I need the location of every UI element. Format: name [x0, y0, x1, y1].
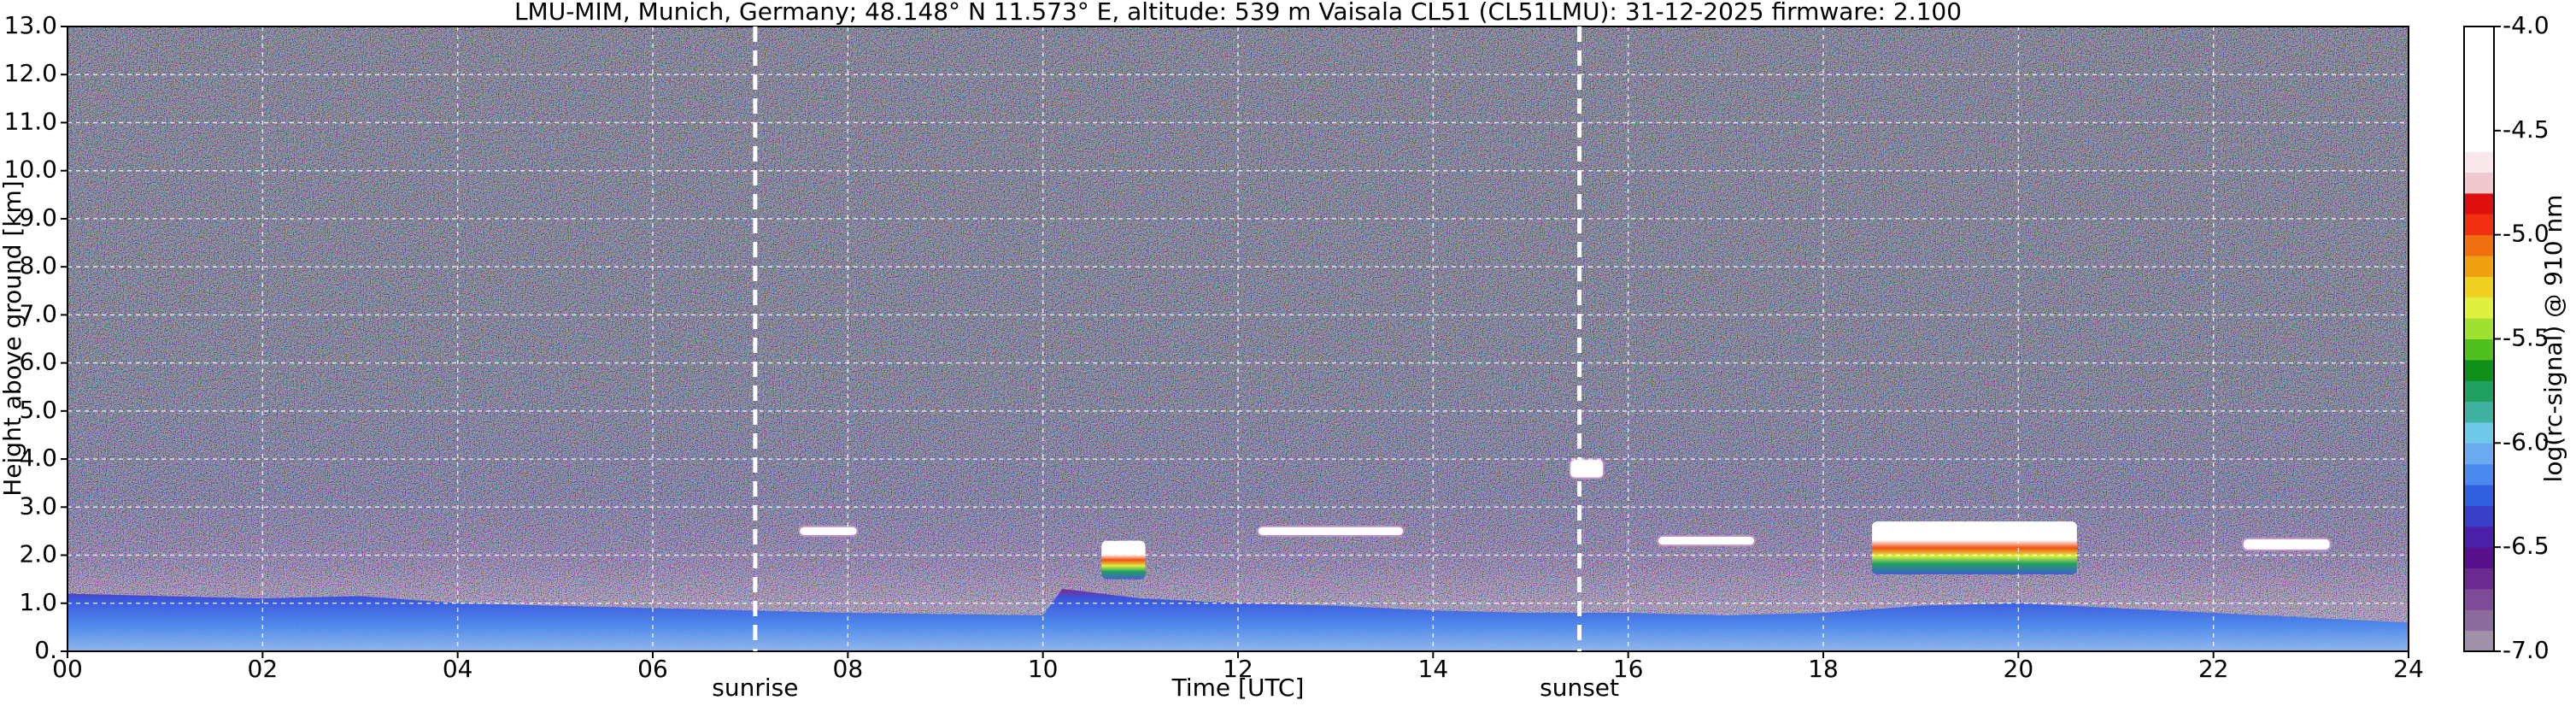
x-tick-label: 22	[2198, 655, 2229, 683]
y-tick-label: 2.0	[19, 540, 57, 568]
cloud	[1656, 535, 1757, 547]
colorbar-segment	[2464, 89, 2494, 110]
x-tick-label: 12	[1223, 655, 1253, 683]
colorbar-segment	[2464, 318, 2494, 339]
colorbar-segment	[2464, 130, 2494, 152]
sun-label: sunrise	[712, 674, 798, 702]
colorbar-tick-label: -7.0	[2503, 636, 2550, 664]
colorbar-segment	[2464, 109, 2494, 132]
x-tick-label: 06	[637, 655, 668, 683]
y-tick-label: 10.0	[4, 156, 57, 184]
x-tick-label: 14	[1418, 655, 1449, 683]
x-tick-label: 02	[248, 655, 279, 683]
colorbar-tick-label: -6.5	[2503, 532, 2550, 560]
colorbar-segment	[2464, 26, 2494, 48]
colorbar-segment	[2464, 485, 2494, 506]
cloud	[1101, 540, 1146, 580]
colorbar-segment	[2464, 297, 2494, 319]
colorbar-segment	[2464, 421, 2494, 444]
y-tick-label: 4.0	[19, 444, 57, 472]
y-tick-label: 5.0	[19, 396, 57, 424]
x-axis-label: Time [UTC]	[1171, 674, 1305, 702]
colorbar-segment	[2464, 151, 2494, 174]
colorbar-tick-label: -5.5	[2503, 324, 2550, 352]
colorbar-segment	[2464, 526, 2494, 548]
x-tick-label: 08	[833, 655, 864, 683]
colorbar-segment	[2464, 214, 2494, 236]
colorbar-segment	[2464, 463, 2494, 485]
colorbar-segment	[2464, 588, 2494, 610]
colorbar-tick-label: -6.0	[2503, 427, 2550, 456]
colorbar-segment	[2464, 443, 2494, 465]
colorbar-segment	[2464, 192, 2494, 215]
y-tick-label: 12.0	[4, 59, 57, 87]
y-tick-label: 11.0	[4, 107, 57, 135]
y-tick-label: 7.0	[19, 299, 57, 327]
x-tick-label: 16	[1613, 655, 1644, 683]
y-tick-label: 8.0	[19, 251, 57, 279]
colorbar-segment	[2464, 47, 2494, 69]
colorbar-segment	[2464, 359, 2494, 381]
x-tick-label: 24	[2393, 655, 2424, 683]
y-tick-label: 1.0	[19, 588, 57, 616]
colorbar-segment	[2464, 609, 2494, 632]
y-tick-label: 9.0	[19, 203, 57, 232]
y-axis-label: Height above ground [km]	[0, 180, 26, 497]
colorbar-segment	[2464, 172, 2494, 194]
chart-title: LMU-MIM, Munich, Germany; 48.148° N 11.5…	[514, 0, 1962, 26]
colorbar-segment	[2464, 568, 2494, 590]
cloud	[798, 525, 859, 538]
x-tick-label: 04	[443, 655, 473, 683]
cloud	[2241, 537, 2332, 551]
sun-label: sunset	[1540, 674, 1619, 702]
colorbar-segment	[2464, 234, 2494, 256]
colorbar-segment	[2464, 338, 2494, 361]
colorbar-tick-label: -4.5	[2503, 115, 2550, 144]
colorbar-segment	[2464, 547, 2494, 569]
x-tick-label: 20	[2004, 655, 2034, 683]
cloud	[1256, 525, 1405, 538]
y-tick-label: 3.0	[19, 491, 57, 520]
colorbar-segment	[2464, 401, 2494, 423]
cloud	[1569, 458, 1605, 479]
plot-area	[67, 26, 2409, 651]
x-tick-label: 18	[1808, 655, 1839, 683]
y-tick-label: 13.0	[4, 11, 57, 39]
y-tick-label: 0.	[34, 636, 57, 664]
cloud	[1872, 521, 2077, 575]
colorbar-segment	[2464, 276, 2494, 298]
x-tick-label: 10	[1028, 655, 1059, 683]
colorbar-tick-label: -4.0	[2503, 11, 2550, 39]
x-tick-label: 00	[52, 655, 83, 683]
colorbar-label: log(rc-signal) @ 910 nm	[2539, 195, 2567, 483]
colorbar-segment	[2464, 505, 2494, 527]
colorbar-tick-label: -5.0	[2503, 220, 2550, 248]
y-tick-label: 6.0	[19, 348, 57, 376]
colorbar-segment	[2464, 380, 2494, 403]
colorbar-segment	[2464, 256, 2494, 277]
colorbar-segment	[2464, 68, 2494, 90]
colorbar-segment	[2464, 630, 2494, 652]
